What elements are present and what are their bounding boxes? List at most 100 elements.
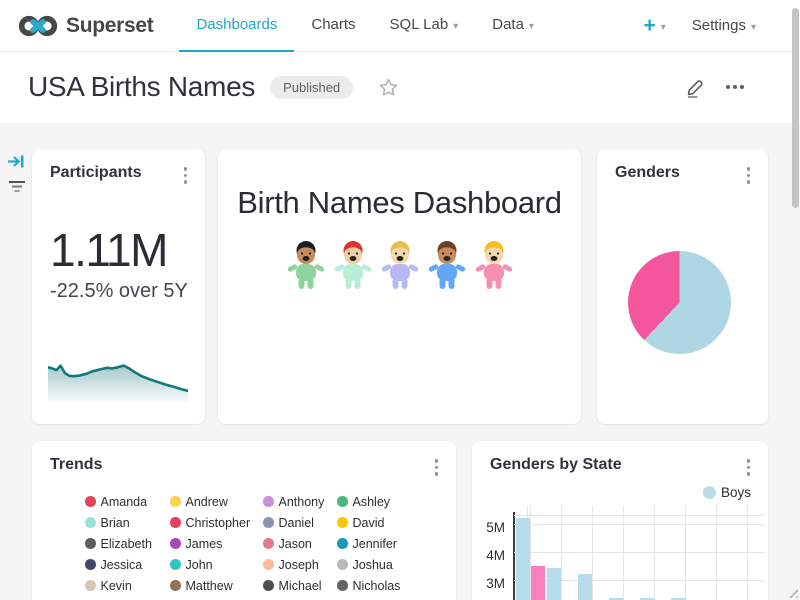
nav-item-dashboards[interactable]: Dashboards bbox=[179, 0, 294, 52]
legend-item[interactable]: John bbox=[170, 558, 263, 572]
favorite-star-icon[interactable] bbox=[378, 77, 399, 98]
welcome-card: Birth Names Dashboard bbox=[218, 149, 581, 424]
brand-name: Superset bbox=[66, 14, 153, 38]
legend-color-dot bbox=[85, 580, 96, 591]
genders-pie-chart bbox=[628, 251, 731, 354]
page-title: USA Births Names bbox=[28, 71, 255, 103]
legend-item[interactable]: Christopher bbox=[170, 516, 263, 530]
published-badge[interactable]: Published bbox=[270, 76, 353, 99]
legend-item[interactable]: David bbox=[337, 516, 456, 530]
genders-by-state-card: Genders by State Boys 5M4M3M bbox=[472, 441, 768, 600]
legend-label: Andrew bbox=[186, 495, 228, 509]
legend-item[interactable]: Jennifer bbox=[337, 537, 456, 551]
legend-label: Ashley bbox=[353, 495, 391, 509]
legend-item[interactable]: Michael bbox=[263, 579, 337, 593]
nav-item-data[interactable]: Data bbox=[475, 0, 551, 52]
dashboard-header: USA Births Names Published bbox=[0, 52, 800, 122]
legend-label: Matthew bbox=[186, 579, 233, 593]
legend-label: Daniel bbox=[279, 516, 314, 530]
legend-label: Joseph bbox=[279, 558, 319, 572]
chevron-down-icon bbox=[529, 16, 534, 33]
legend-label: Anthony bbox=[279, 495, 325, 509]
kid-figure bbox=[425, 237, 469, 291]
y-axis: 5M4M3M bbox=[472, 514, 505, 598]
nav-item-charts[interactable]: Charts bbox=[294, 0, 372, 52]
card-menu-icon[interactable] bbox=[742, 456, 756, 479]
bar-boys bbox=[547, 568, 561, 600]
bar-boys bbox=[516, 518, 530, 600]
infinity-logo-icon bbox=[18, 14, 58, 38]
filter-icon[interactable] bbox=[8, 180, 26, 199]
legend-color-dot bbox=[337, 496, 348, 507]
legend-color-dot bbox=[263, 496, 274, 507]
dashboard-heading: Birth Names Dashboard bbox=[218, 185, 581, 221]
legend-color-dot bbox=[337, 538, 348, 549]
big-number-delta: -22.5% over 5Y bbox=[50, 280, 205, 303]
card-title: Trends bbox=[50, 456, 102, 474]
legend-label: Jessica bbox=[101, 558, 143, 572]
dashboard-canvas: Participants 1.11M -22.5% over 5Y Birth … bbox=[0, 123, 800, 600]
card-menu-icon[interactable] bbox=[430, 456, 444, 479]
nav-menu: Dashboards Charts SQL Lab Data bbox=[179, 0, 550, 52]
legend-color-dot bbox=[170, 496, 181, 507]
participants-card: Participants 1.11M -22.5% over 5Y bbox=[32, 149, 205, 424]
legend-color-dot bbox=[170, 517, 181, 528]
participants-sparkline-chart bbox=[48, 346, 188, 402]
plot-area bbox=[514, 506, 765, 600]
bar-boys bbox=[578, 574, 592, 600]
legend-item[interactable]: Brian bbox=[85, 516, 170, 530]
big-number-value: 1.11M bbox=[50, 223, 205, 277]
legend-item-boys[interactable]: Boys bbox=[703, 485, 751, 500]
superset-logo[interactable]: Superset bbox=[18, 14, 153, 38]
legend-item[interactable]: James bbox=[170, 537, 263, 551]
card-menu-icon[interactable] bbox=[742, 164, 756, 187]
legend-color-dot bbox=[703, 486, 716, 499]
legend-item[interactable]: Ashley bbox=[337, 495, 456, 509]
legend-item[interactable]: Elizabeth bbox=[85, 537, 170, 551]
trends-card: Trends Amanda Andrew Anthony Ashley Brian Chr… bbox=[32, 441, 456, 600]
legend-item[interactable]: Jessica bbox=[85, 558, 170, 572]
legend-color-dot bbox=[337, 517, 348, 528]
legend-item[interactable]: Kevin bbox=[85, 579, 170, 593]
legend-item[interactable]: Joseph bbox=[263, 558, 337, 572]
legend-item[interactable]: Anthony bbox=[263, 495, 337, 509]
new-item-button[interactable] bbox=[643, 15, 665, 37]
kid-figure bbox=[331, 237, 375, 291]
kid-figure bbox=[472, 237, 516, 291]
trends-legend: Amanda Andrew Anthony Ashley Brian Christophe… bbox=[85, 495, 456, 600]
legend-label: Jason bbox=[279, 537, 312, 551]
more-options-icon[interactable] bbox=[726, 81, 744, 93]
legend-color-dot bbox=[337, 559, 348, 570]
legend-label: Joshua bbox=[353, 558, 393, 572]
legend-item[interactable]: Andrew bbox=[170, 495, 263, 509]
expand-filter-bar-icon[interactable] bbox=[7, 153, 26, 175]
legend-color-dot bbox=[85, 496, 96, 507]
legend-color-dot bbox=[170, 559, 181, 570]
legend-color-dot bbox=[263, 580, 274, 591]
legend-item[interactable]: Nicholas bbox=[337, 579, 456, 593]
settings-menu[interactable]: Settings bbox=[692, 17, 756, 34]
card-title: Genders bbox=[615, 164, 680, 182]
legend-item[interactable]: Daniel bbox=[263, 516, 337, 530]
genders-card: Genders bbox=[597, 149, 768, 424]
legend-color-dot bbox=[263, 559, 274, 570]
legend-label: James bbox=[186, 537, 223, 551]
legend-item[interactable]: Joshua bbox=[337, 558, 456, 572]
vertical-scrollbar[interactable] bbox=[792, 8, 799, 208]
y-axis-tick: 5M bbox=[472, 514, 505, 542]
edit-pencil-icon[interactable] bbox=[685, 77, 706, 98]
legend-label: Brian bbox=[101, 516, 130, 530]
legend-item[interactable]: Amanda bbox=[85, 495, 170, 509]
bar-girls bbox=[531, 566, 545, 600]
legend-color-dot bbox=[263, 517, 274, 528]
legend-color-dot bbox=[337, 580, 348, 591]
card-menu-icon[interactable] bbox=[179, 164, 193, 187]
card-title: Participants bbox=[50, 164, 142, 182]
nav-item-sql-lab[interactable]: SQL Lab bbox=[373, 0, 476, 52]
legend-label: David bbox=[353, 516, 385, 530]
legend-item[interactable]: Matthew bbox=[170, 579, 263, 593]
kids-illustration bbox=[218, 237, 581, 291]
chevron-down-icon bbox=[453, 16, 458, 33]
legend-item[interactable]: Jason bbox=[263, 537, 337, 551]
legend-label: Jennifer bbox=[353, 537, 397, 551]
